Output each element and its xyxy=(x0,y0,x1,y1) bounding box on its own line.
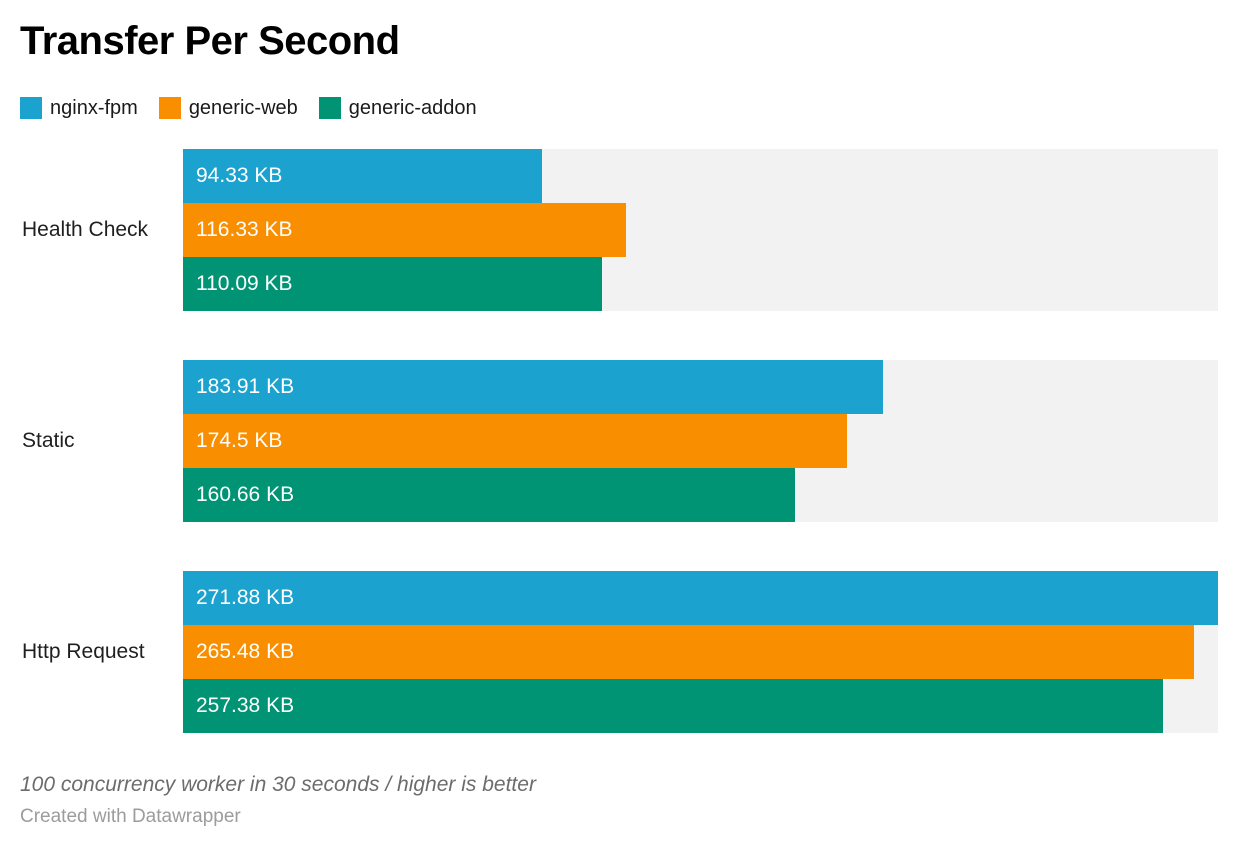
category-bars: 183.91 KB 174.5 KB 160.66 KB xyxy=(183,360,1218,522)
legend-label-generic-web: generic-web xyxy=(188,97,298,119)
bar-track: 94.33 KB xyxy=(183,149,1218,203)
bar-track: 271.88 KB xyxy=(183,571,1218,625)
chart-container: Transfer Per Second nginx-fpm generic-web… xyxy=(20,19,1218,827)
bar-value-label: 271.88 KB xyxy=(196,586,295,609)
legend-label-nginx-fpm: nginx-fpm xyxy=(50,97,138,119)
category-bars: 94.33 KB 116.33 KB 110.09 KB xyxy=(183,149,1218,311)
bar-generic-addon: 110.09 KB xyxy=(183,257,603,311)
bar-value-label: 116.33 KB xyxy=(196,218,293,241)
legend-label-generic-addon: generic-addon xyxy=(348,97,477,119)
category-group-0: Health Check 94.33 KB 116.33 KB 110.09 KB xyxy=(20,149,1218,311)
bar-value-label: 160.66 KB xyxy=(196,483,295,506)
bar-track: 183.91 KB xyxy=(183,360,1218,414)
bar-value-label: 257.38 KB xyxy=(196,694,295,717)
bar-track: 160.66 KB xyxy=(183,468,1218,522)
bar-track: 110.09 KB xyxy=(183,257,1218,311)
bar-nginx-fpm: 94.33 KB xyxy=(183,149,543,203)
legend-item-generic-addon: generic-addon xyxy=(318,96,477,120)
bar-generic-web: 116.33 KB xyxy=(183,203,626,257)
bar-track: 116.33 KB xyxy=(183,203,1218,257)
category-bars: 271.88 KB 265.48 KB 257.38 KB xyxy=(183,571,1218,733)
category-label: Static xyxy=(22,429,75,452)
bar-generic-web: 174.5 KB xyxy=(183,414,848,468)
category-label: Http Request xyxy=(22,640,145,663)
datawrapper-byline-link[interactable]: Created with Datawrapper xyxy=(20,806,241,827)
bar-track: 265.48 KB xyxy=(183,625,1218,679)
category-label: Health Check xyxy=(22,218,149,241)
bar-nginx-fpm: 271.88 KB xyxy=(183,571,1218,625)
bar-value-label: 94.33 KB xyxy=(196,164,283,187)
category-group-1: Static 183.91 KB 174.5 KB 160.66 KB xyxy=(20,360,1218,522)
bar-generic-addon: 160.66 KB xyxy=(183,468,795,522)
bar-nginx-fpm: 183.91 KB xyxy=(183,360,884,414)
legend: nginx-fpm generic-web generic-addon xyxy=(20,96,1218,120)
chart-note: 100 concurrency worker in 30 seconds / h… xyxy=(20,773,536,796)
bar-track: 174.5 KB xyxy=(183,414,1218,468)
bar-chart: Health Check 94.33 KB 116.33 KB 110.09 KB St… xyxy=(20,149,1218,733)
chart-title: Transfer Per Second xyxy=(20,19,400,63)
bar-generic-web: 265.48 KB xyxy=(183,625,1194,679)
legend-swatch-generic-web xyxy=(158,97,181,119)
legend-swatch-generic-addon xyxy=(318,97,341,119)
legend-item-nginx-fpm: nginx-fpm xyxy=(20,96,138,120)
legend-item-generic-web: generic-web xyxy=(158,96,298,120)
bar-track: 257.38 KB xyxy=(183,679,1218,733)
category-group-2: Http Request 271.88 KB 265.48 KB 257.38 KB xyxy=(20,571,1218,733)
bar-value-label: 110.09 KB xyxy=(196,272,293,295)
legend-swatch-nginx-fpm xyxy=(20,97,42,119)
bar-value-label: 174.5 KB xyxy=(196,429,283,452)
bar-value-label: 183.91 KB xyxy=(196,375,295,398)
bar-value-label: 265.48 KB xyxy=(196,640,295,663)
bar-generic-addon: 257.38 KB xyxy=(183,679,1163,733)
